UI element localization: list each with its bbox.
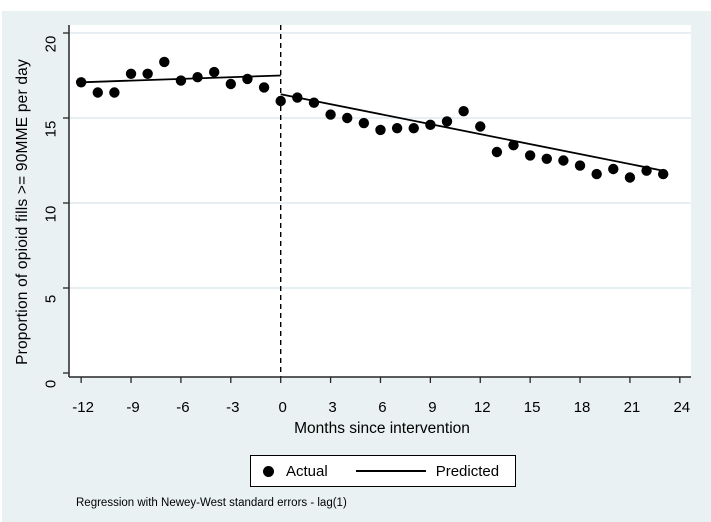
- legend-label-predicted: Predicted: [435, 462, 500, 480]
- data-point: [358, 117, 370, 129]
- data-point: [608, 163, 619, 175]
- data-point: [75, 77, 87, 88]
- legend: Actual Predicted: [250, 455, 516, 487]
- y-tick-label-0: 0: [42, 379, 60, 389]
- data-point: [391, 123, 403, 134]
- data-point: [125, 68, 137, 80]
- y-tick-label-10: 10: [42, 205, 60, 223]
- data-point: [192, 72, 203, 83]
- data-point: [425, 119, 436, 130]
- data-point: [159, 56, 170, 68]
- data-point: [342, 112, 353, 124]
- legend-marker-line-icon: [355, 470, 426, 472]
- x-tick-label-0: 0: [278, 399, 287, 416]
- data-point: [109, 87, 120, 98]
- data-point: [641, 165, 652, 176]
- y-tick-label-15: 15: [42, 120, 60, 138]
- data-point: [458, 106, 469, 117]
- x-tick-label-6: 6: [378, 399, 387, 416]
- data-point: [491, 146, 503, 158]
- x-axis-title: Months since intervention: [294, 420, 470, 437]
- data-point: [441, 116, 453, 127]
- data-point: [591, 168, 602, 180]
- data-point: [292, 92, 303, 103]
- data-point: [92, 87, 103, 98]
- data-point: [558, 155, 569, 166]
- data-point: [508, 140, 519, 151]
- plot-area: [63, 25, 691, 383]
- data-point: [574, 160, 586, 171]
- y-axis-title: Proportion of opioid fills >= 90MME per …: [14, 59, 31, 365]
- data-point: [657, 168, 669, 180]
- legend-marker-dot-icon: [263, 465, 274, 477]
- data-point: [624, 172, 636, 183]
- x-tick-label-24: 24: [673, 399, 691, 416]
- x-tick-label-18: 18: [573, 399, 591, 416]
- x-tick-label-9: 9: [428, 399, 437, 416]
- data-point: [541, 153, 552, 164]
- x-tick-label-12: 12: [473, 399, 491, 416]
- data-point: [325, 109, 336, 120]
- data-point: [275, 95, 286, 107]
- predicted-line-segment-1: [280, 93, 664, 172]
- x-tick-label--12: -12: [72, 399, 94, 416]
- y-tick-label-5: 5: [42, 294, 60, 304]
- x-tick-label--3: -3: [226, 399, 240, 416]
- data-point: [208, 66, 220, 78]
- plot-region: [69, 25, 691, 377]
- x-tick-label-3: 3: [328, 399, 337, 416]
- x-tick-label-15: 15: [523, 399, 541, 416]
- data-point: [408, 123, 419, 134]
- x-tick-label-21: 21: [623, 399, 641, 416]
- graph-background: Proportion of opioid fills >= 90MME per …: [2, 11, 711, 522]
- x-tick-label--6: -6: [176, 399, 190, 416]
- data-point: [258, 82, 270, 93]
- data-point: [524, 150, 536, 161]
- data-point: [225, 78, 237, 90]
- data-point: [175, 75, 187, 86]
- legend-label-actual: Actual: [286, 462, 328, 480]
- data-point: [308, 97, 320, 108]
- footnote: Regression with Newey-West standard erro…: [76, 497, 347, 509]
- y-tick-label-20: 20: [42, 35, 60, 53]
- data-point: [475, 121, 486, 132]
- data-point: [142, 68, 153, 80]
- data-point: [242, 73, 253, 85]
- data-point: [375, 124, 386, 136]
- x-tick-label--9: -9: [126, 399, 140, 416]
